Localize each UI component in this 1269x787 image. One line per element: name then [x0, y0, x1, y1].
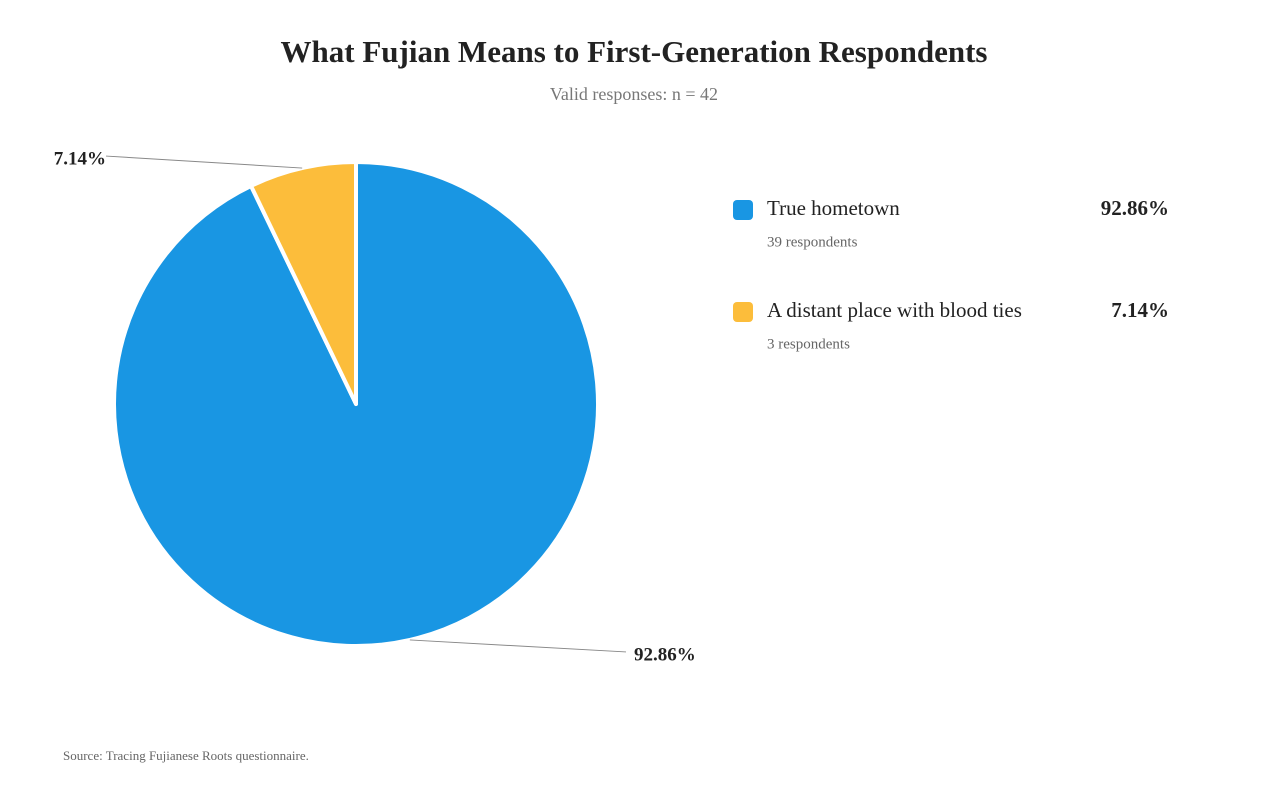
legend-marker — [733, 302, 753, 322]
pie-slice — [249, 160, 358, 406]
leader-line — [409, 639, 627, 653]
legend-label: True hometown — [767, 196, 900, 220]
legend-note: 3 respondents — [767, 336, 850, 352]
chart-title: What Fujian Means to First-Generation Re… — [281, 34, 988, 69]
legend-note: 39 respondents — [767, 234, 858, 250]
chart-subtitle: Valid responses: n = 42 — [550, 84, 718, 104]
legend-value: 7.14% — [1111, 298, 1169, 322]
legend-marker — [733, 200, 753, 220]
leader-line — [105, 155, 303, 169]
data-label: 92.86% — [634, 644, 696, 665]
legend-value: 92.86% — [1101, 196, 1169, 220]
data-label: 7.14% — [54, 148, 106, 169]
legend-label: A distant place with blood ties — [767, 298, 1022, 322]
source-note: Source: Tracing Fujianese Roots question… — [63, 748, 309, 763]
